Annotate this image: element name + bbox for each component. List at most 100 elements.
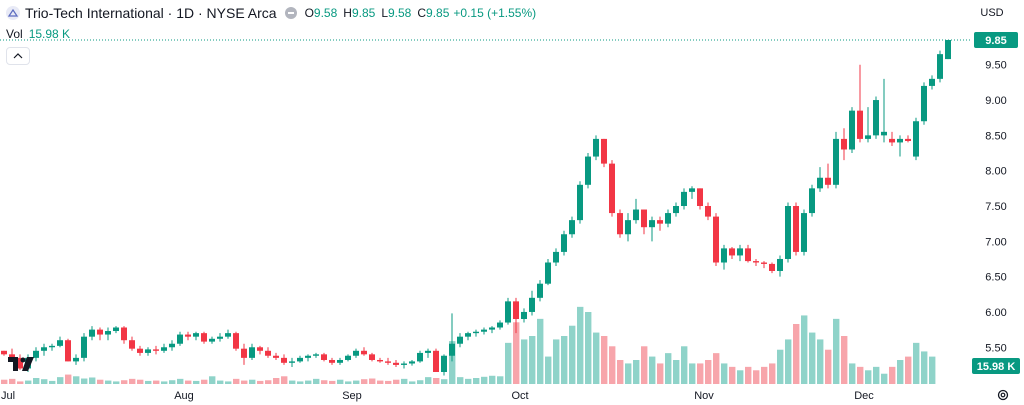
open-label: O: [304, 6, 314, 20]
candle-body: [713, 216, 719, 263]
volume-bar: [801, 315, 808, 384]
volume-bar: [569, 325, 576, 384]
volume-bar: [793, 324, 800, 384]
time-tick-label: Nov: [694, 390, 714, 402]
candle-body: [601, 138, 607, 164]
volume-bar: [481, 376, 488, 384]
volume-bar: [369, 378, 376, 384]
time-tick-label: Aug: [174, 390, 194, 402]
candle-body: [217, 336, 223, 339]
volume-bar: [129, 378, 136, 384]
candle-body: [49, 345, 55, 348]
candle-body: [849, 110, 855, 150]
candle-body: [313, 354, 319, 356]
candle-body: [393, 362, 399, 365]
volume-bar: [193, 380, 200, 384]
collapse-legend-button[interactable]: [6, 47, 30, 65]
chevron-up-icon: [13, 53, 23, 59]
candle-body: [425, 350, 431, 353]
candle-body: [337, 359, 343, 363]
candle-body: [617, 213, 623, 235]
candle-body: [569, 220, 575, 235]
volume-bar: [217, 380, 224, 384]
currency-selector[interactable]: USD: [980, 7, 1004, 19]
candle-body: [441, 355, 447, 372]
open-value: 9.58: [313, 6, 338, 20]
volume-bar: [689, 363, 696, 384]
candle-body: [793, 206, 799, 252]
volume-bar: [833, 318, 840, 384]
volume-bar: [817, 339, 824, 384]
volume-bar: [537, 318, 544, 384]
volume-bar: [577, 306, 584, 384]
candle-body: [489, 327, 495, 330]
candle-body: [529, 297, 535, 312]
candle-body: [889, 138, 895, 143]
candle-body: [841, 138, 847, 150]
candle-body: [169, 343, 175, 348]
last-value-badges: 9.85 15.98 K: [972, 32, 1020, 374]
gear-icon[interactable]: [996, 388, 1010, 402]
tradingview-logo-icon[interactable]: [8, 356, 38, 372]
volume-bar: [105, 380, 112, 384]
candle-body: [873, 100, 879, 136]
candle-body: [705, 206, 711, 217]
volume-bar: [9, 378, 16, 384]
volume-bar: [49, 380, 56, 384]
volume-bar: [881, 373, 888, 384]
symbol-logo-icon[interactable]: [6, 6, 20, 20]
volume-bar: [457, 377, 464, 384]
volume-bars: [1, 306, 936, 384]
volume-bar: [89, 377, 96, 384]
symbol-title[interactable]: Trio-Tech International · 1D · NYSE Arca: [25, 5, 277, 21]
candle-body: [625, 220, 631, 235]
volume-bar: [409, 381, 416, 384]
time-axis[interactable]: Jul Aug Sep Oct Nov Dec: [1, 390, 874, 402]
candle-body: [409, 361, 415, 364]
price-axis[interactable]: 5.50 6.00 6.50 7.00 7.50 8.00 8.50 9.00 9.50: [985, 60, 1006, 355]
volume-bar: [713, 353, 720, 384]
time-tick-label: Dec: [854, 390, 874, 402]
market-closed-icon[interactable]: [284, 7, 297, 19]
candle-body: [177, 334, 183, 344]
volume-bar: [1, 379, 8, 384]
low-label: L: [381, 6, 388, 20]
candle-body: [505, 301, 511, 323]
volume-bar: [273, 378, 280, 384]
price-tick-label: 9.50: [985, 60, 1006, 72]
candle-body: [721, 248, 727, 263]
volume-bar: [913, 342, 920, 384]
volume-bar: [113, 381, 120, 384]
candle-body: [689, 188, 695, 192]
candle-body: [449, 343, 455, 356]
candle-body: [457, 336, 463, 344]
volume-bar: [449, 341, 456, 384]
high-value: 9.85: [351, 6, 376, 20]
volume-bar: [497, 376, 504, 384]
volume-bar: [753, 370, 760, 384]
volume-bar: [305, 380, 312, 384]
candle-body: [321, 354, 327, 360]
candle-body: [681, 191, 687, 206]
volume-bar: [737, 370, 744, 384]
volume-bar: [97, 379, 104, 384]
candle-body: [673, 206, 679, 214]
volume-bar: [377, 380, 384, 384]
volume-bar: [425, 377, 432, 384]
volume-bar: [513, 322, 520, 384]
candle-body: [137, 348, 143, 353]
candle-body: [857, 110, 863, 139]
volume-bar: [865, 370, 872, 384]
volume-bar: [393, 379, 400, 384]
last-price-badge: [974, 32, 1018, 49]
time-tick-label: Oct: [511, 390, 528, 402]
volume-bar: [729, 366, 736, 384]
candle-body: [641, 209, 647, 228]
volume-bar: [233, 378, 240, 384]
volume-bar: [769, 363, 776, 384]
volume-bar: [633, 360, 640, 384]
volume-bar: [529, 336, 536, 384]
volume-bar: [609, 346, 616, 384]
candle-body: [105, 331, 111, 335]
